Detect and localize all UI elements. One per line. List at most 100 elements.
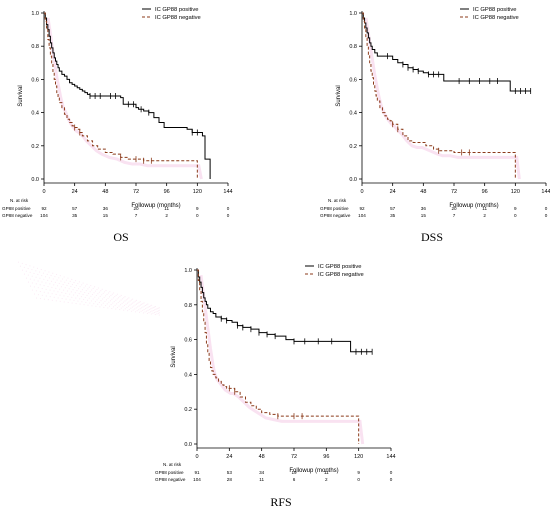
risk-count-negative: 35 (390, 213, 396, 218)
y-tick-label: 0.8 (184, 303, 192, 309)
y-tick-label: 0.0 (349, 177, 357, 183)
x-tick-label: 48 (102, 189, 108, 195)
ghost-dots-left (17, 261, 161, 316)
ghost-trace (364, 17, 521, 180)
risk-count-positive: 20 (133, 206, 139, 211)
risk-count-negative: 15 (421, 213, 427, 218)
risk-count-positive: 20 (451, 206, 457, 211)
risk-count-negative: 0 (196, 213, 199, 218)
series-line-positive (362, 12, 531, 92)
x-tick-label: 0 (195, 454, 198, 460)
x-tick-label: 72 (451, 189, 457, 195)
risk-count-positive: 53 (227, 470, 233, 475)
ghost-dot-line (21, 269, 161, 311)
risk-count-positive: 9 (357, 470, 360, 475)
risk-row-label-negative: GP88 negative (2, 213, 33, 218)
risk-count-positive: 36 (421, 206, 427, 211)
risk-count-negative: 7 (135, 213, 138, 218)
x-tick-label: 72 (291, 454, 297, 460)
y-tick-label: 0.6 (349, 77, 357, 83)
ghost-dot-line (25, 277, 161, 312)
y-axis-label: Survival (171, 346, 177, 367)
legend-label-negative: IC GP88 negative (318, 272, 364, 278)
x-axis-label: Followup (months) (449, 203, 498, 209)
risk-count-negative: 6 (293, 477, 296, 482)
y-tick-label: 0.8 (349, 44, 357, 50)
risk-count-negative: 7 (453, 213, 456, 218)
y-tick-label: 1.0 (31, 11, 39, 17)
risk-count-positive: 9 (514, 206, 517, 211)
risk-count-negative: 11 (259, 477, 264, 482)
ghost-trace (199, 275, 365, 445)
risk-count-negative: 0 (514, 213, 517, 218)
risk-count-negative: 28 (227, 477, 233, 482)
risk-count-positive: 0 (227, 206, 230, 211)
risk-count-negative: 0 (227, 213, 230, 218)
risk-count-negative: 2 (483, 213, 486, 218)
x-tick-label: 120 (354, 454, 363, 460)
risk-table-header: N. at risk (163, 462, 182, 467)
risk-row-label-positive: GP88 positive (155, 470, 184, 475)
legend-label-positive: IC GP88 positive (473, 7, 517, 13)
ghost-dot-line (29, 285, 161, 314)
risk-count-negative: 0 (390, 477, 393, 482)
risk-count-negative: 0 (545, 213, 548, 218)
legend-label-positive: IC GP88 positive (155, 7, 199, 13)
y-tick-label: 0.4 (31, 111, 39, 117)
x-axis-label: Followup (months) (289, 468, 338, 474)
y-tick-label: 0.4 (349, 111, 357, 117)
risk-count-positive: 11 (164, 206, 169, 211)
y-tick-label: 0.6 (184, 338, 192, 344)
risk-count-negative: 104 (193, 477, 201, 482)
series-line-negative (362, 12, 516, 179)
y-tick-label: 0.2 (349, 144, 357, 150)
ghost-dot-line (27, 281, 161, 313)
x-tick-label: 48 (259, 454, 265, 460)
risk-count-positive: 11 (324, 470, 329, 475)
risk-count-negative: 2 (325, 477, 328, 482)
risk-count-positive: 19 (291, 470, 297, 475)
series-line-negative (197, 269, 360, 444)
x-tick-label: 24 (390, 189, 396, 195)
x-tick-label: 120 (193, 189, 202, 195)
risk-row-label-negative: GP88 negative (155, 477, 186, 482)
panel-caption: RFS (270, 495, 291, 509)
risk-count-positive: 36 (103, 206, 109, 211)
risk-count-negative: 15 (103, 213, 109, 218)
risk-count-negative: 2 (165, 213, 168, 218)
panel-caption: DSS (421, 230, 443, 244)
legend-label-negative: IC GP88 negative (473, 15, 519, 21)
risk-count-positive: 34 (259, 470, 265, 475)
y-tick-label: 0.8 (31, 44, 39, 50)
y-tick-label: 0.6 (31, 77, 39, 83)
x-tick-label: 48 (420, 189, 426, 195)
y-axis-label: Survival (18, 85, 24, 106)
risk-row-label-positive: GP88 positive (320, 206, 349, 211)
legend-label-negative: IC GP88 negative (155, 15, 201, 21)
x-tick-label: 0 (42, 189, 45, 195)
risk-table-header: N. at risk (328, 198, 347, 203)
ghost-dot-line (35, 297, 161, 316)
x-tick-label: 72 (133, 189, 139, 195)
risk-count-negative: 104 (358, 213, 366, 218)
ghost-dot-line (31, 289, 161, 315)
ghost-trace (46, 17, 203, 180)
risk-count-negative: 104 (40, 213, 48, 218)
y-tick-label: 0.2 (31, 144, 39, 150)
x-tick-label: 144 (223, 189, 232, 195)
y-tick-label: 0.2 (184, 407, 192, 413)
risk-row-label-positive: GP88 positive (2, 206, 31, 211)
risk-count-positive: 0 (390, 470, 393, 475)
y-tick-label: 0.0 (31, 177, 39, 183)
x-tick-label: 96 (323, 454, 329, 460)
x-tick-label: 96 (164, 189, 170, 195)
y-tick-label: 1.0 (184, 268, 192, 274)
risk-count-positive: 92 (41, 206, 47, 211)
ghost-dot-line (17, 261, 161, 309)
y-tick-label: 0.0 (184, 442, 192, 448)
series-line-positive (197, 269, 373, 353)
risk-row-label-negative: GP88 negative (320, 213, 351, 218)
